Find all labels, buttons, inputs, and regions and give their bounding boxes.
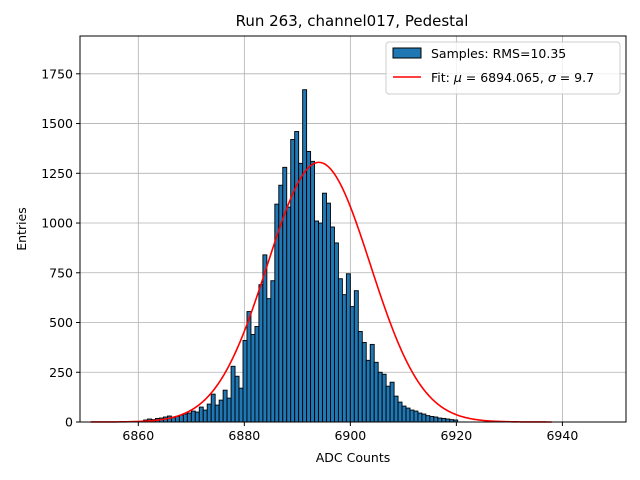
y-tick-label: 750 [49,265,73,280]
histogram-bar [377,371,383,423]
x-axis-label: ADC Counts [316,450,391,465]
histogram-bar [222,389,228,423]
histogram-bar [302,89,308,423]
histogram-bar [322,192,327,423]
y-tick-label: 1750 [41,66,73,81]
y-tick-label: 0 [65,415,73,430]
histogram-bar [226,397,232,423]
histogram-bar [310,160,316,423]
histogram-bar [294,131,300,423]
y-tick-label: 1000 [41,216,73,231]
histogram-bar [182,413,188,423]
histogram-bar [369,343,375,423]
x-axis-ticks: 6860 6880 6900 6920 6940 [122,422,578,443]
fit-curve-group [90,161,552,423]
x-tick-label: 6900 [334,428,366,443]
histogram-bar [385,385,391,423]
histogram-bar [214,404,220,423]
histogram-bar [330,226,335,423]
histogram-bar [270,280,276,423]
histogram-bar [250,334,256,423]
histogram-bar [186,412,192,423]
histogram-bar [337,278,343,423]
histogram-bar [361,341,367,423]
histogram-bar [190,410,196,423]
histogram-bar [206,403,212,423]
histogram-bar [425,415,431,423]
histogram-bar [401,405,407,423]
histogram-bar [437,417,443,423]
histogram-bar [433,416,439,423]
histogram-bar [246,311,252,423]
histogram-bar [349,306,355,423]
histogram-bar [397,401,403,423]
histogram-bar [393,395,399,423]
histogram-bar [218,399,224,423]
histogram-bar [266,298,272,423]
histogram-bar [230,365,236,423]
x-tick-label: 6940 [546,428,578,443]
legend-box [385,41,621,95]
y-tick-label: 1250 [41,166,73,181]
histogram-bar [254,326,260,423]
histogram-bar [210,393,216,423]
histogram-bar [341,294,347,423]
histogram-bar [417,412,423,423]
histogram-bar [365,359,371,423]
y-axis-ticks: 0 250 500 750 1000 1250 1500 1750 [41,66,80,430]
histogram-bar [421,413,427,423]
histogram-bar [286,206,292,423]
legend-fit-label: Fit: μ = 6894.065, σ = 9.7 [431,70,594,85]
y-tick-label: 500 [49,315,73,330]
x-tick-label: 6880 [228,428,260,443]
histogram-bar [429,415,435,423]
histogram-bar [298,162,304,423]
histogram-bar [345,273,351,423]
chart-title: Run 263, channel017, Pedestal [236,12,469,30]
histogram-bar [405,407,411,423]
histogram-bar [242,339,248,423]
histogram-bar [357,331,363,423]
histogram-bar [389,381,395,423]
fit-curve [90,161,552,423]
histogram-bar [282,166,288,423]
histogram-bar [441,417,447,423]
histogram-bar [381,373,387,423]
histogram-bar [198,406,204,423]
histogram-bar [314,220,319,423]
histogram-bar [333,242,339,423]
y-tick-label: 250 [49,365,73,380]
histogram-bar [258,284,264,423]
legend-samples-label: Samples: RMS=10.35 [431,46,566,61]
histogram-bar [202,409,208,423]
histogram-bar [238,387,244,423]
histogram-bar [326,202,331,423]
histogram-bar [373,361,379,423]
x-tick-label: 6860 [122,428,154,443]
x-tick-label: 6920 [440,428,472,443]
histogram-bar [290,139,296,423]
y-tick-label: 1500 [41,116,73,131]
histogram-bar [234,375,240,423]
histogram-bar [353,290,359,423]
legend-samples-swatch [392,47,422,59]
histogram-bar [194,411,200,423]
plot-frame [79,35,627,423]
histogram-bar [262,254,268,423]
histogram-bar [318,222,323,423]
legend: Samples: RMS=10.35 Fit: μ = 6894.065, σ … [385,41,621,95]
y-axis-label: Entries [14,207,29,251]
histogram-bar [409,409,415,423]
histogram-bar [306,150,312,423]
histogram-bar [413,410,419,423]
